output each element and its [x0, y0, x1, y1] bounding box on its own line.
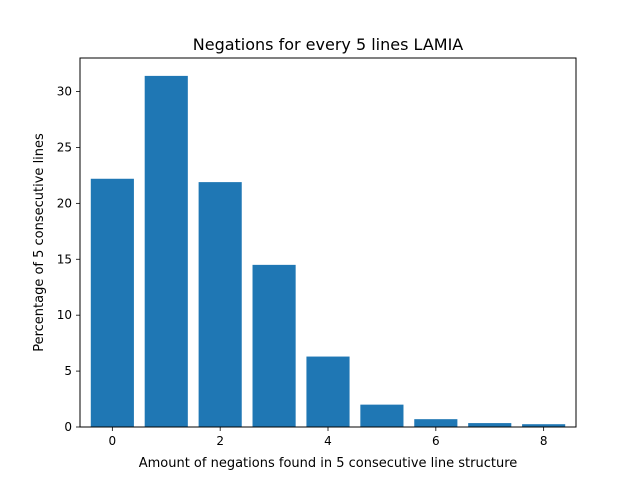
bar-0	[90, 178, 134, 427]
bars-group	[90, 75, 566, 428]
x-tick-label: 4	[324, 434, 332, 448]
x-tick-label: 0	[109, 434, 117, 448]
y-axis-ticks: 0 5 10 15 20 25 30	[57, 85, 80, 434]
bar-8	[522, 424, 566, 427]
bar-3	[252, 264, 296, 427]
chart-title: Negations for every 5 lines LAMIA	[193, 35, 464, 54]
x-axis-label: Amount of negations found in 5 consecuti…	[139, 456, 518, 471]
bar-2	[198, 182, 242, 427]
bar-1	[144, 75, 188, 428]
y-tick-label: 5	[64, 364, 72, 378]
y-tick-label: 25	[57, 140, 72, 154]
y-tick-label: 30	[57, 85, 72, 99]
bar-5	[360, 404, 404, 427]
x-axis-ticks: 0 2 4 6 8	[109, 427, 548, 448]
y-axis-label: Percentage of 5 consecutive lines	[32, 133, 47, 352]
bar-6	[414, 419, 458, 427]
x-tick-label: 6	[432, 434, 440, 448]
y-tick-label: 15	[57, 252, 72, 266]
y-tick-label: 10	[57, 308, 72, 322]
x-tick-label: 2	[216, 434, 224, 448]
y-tick-label: 0	[64, 420, 72, 434]
plot-frame	[79, 57, 577, 428]
bar-7	[468, 423, 512, 427]
bar-4	[306, 356, 350, 427]
y-tick-label: 20	[57, 196, 72, 210]
x-tick-label: 8	[540, 434, 548, 448]
